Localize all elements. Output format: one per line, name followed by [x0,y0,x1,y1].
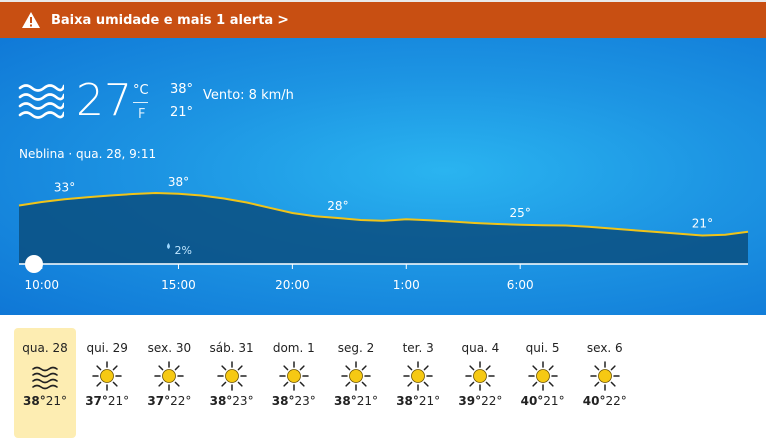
forecast-day[interactable]: sáb. 31 38°23° [201,328,263,438]
day-high: 37° [85,394,108,408]
current-temperature: 27 [76,75,132,126]
day-temps: 39°22° [449,394,511,408]
forecast-day[interactable]: seg. 2 38°21° [325,328,387,438]
sun-icon [341,361,371,391]
temperature-point-label: 21° [692,217,713,231]
temperature-point-label: 28° [327,199,348,213]
day-low: 23° [232,394,254,408]
time-tick-label: 20:00 [275,278,310,292]
forecast-day[interactable]: qua. 28 38°21° [14,328,76,438]
warning-icon [22,12,40,28]
day-name: sex. 30 [147,341,192,355]
fog-icon [18,84,64,119]
day-high: 38° [334,394,357,408]
day-name: qui. 5 [525,341,560,355]
unit-celsius-toggle[interactable]: °C [133,83,149,98]
sun-icon [590,361,620,391]
unit-fahrenheit-toggle[interactable]: F [138,107,146,122]
sun-icon [403,361,433,391]
current-conditions-panel: 27 °C F 38° 21° Vento: 8 km/h Neblina · … [0,38,766,315]
forecast-day[interactable]: qui. 5 40°21° [512,328,574,438]
forecast-day[interactable]: sex. 6 40°22° [574,328,636,438]
day-name: sex. 6 [586,341,623,355]
raindrop-icon [166,243,170,249]
day-name: sáb. 31 [209,341,254,355]
day-name: seg. 2 [337,341,375,355]
chevron-right-icon: > [277,12,289,28]
condition-and-time: Neblina · qua. 28, 9:11 [19,147,157,161]
forecast-day[interactable]: ter. 3 38°21° [387,328,449,438]
day-temps: 40°21° [512,394,574,408]
sun-icon [465,361,496,391]
alert-bar[interactable]: Baixa umidade e mais 1 alerta > [0,0,766,38]
time-tick-label: 15:00 [161,278,196,292]
day-name: qua. 28 [22,341,68,355]
day-low: 21° [45,394,67,408]
day-high: 39° [458,394,482,408]
day-low: 22° [605,394,627,408]
sun-icon [92,361,122,391]
sun-icon [279,361,309,391]
alert-text: Baixa umidade e mais 1 alerta [51,12,274,28]
day-temps: 37°21° [76,394,138,408]
day-high: 40° [520,394,544,408]
time-tick-label: 6:00 [507,278,534,292]
timeline-slider-handle[interactable] [25,255,43,273]
day-name: ter. 3 [402,341,434,355]
day-name: dom. 1 [272,341,315,355]
unit-divider [133,102,148,103]
precipitation-label: 2% [174,244,191,257]
day-temps: 38°23° [201,394,263,408]
day-high: 38° [209,394,233,408]
temperature-point-label: 38° [168,175,189,189]
day-high: 38° [271,394,295,408]
day-low: 21° [543,394,565,408]
forecast-day[interactable]: qua. 4 39°22° [449,328,511,438]
today-low: 21° [170,105,194,120]
sun-icon [154,361,185,391]
day-temps: 38°21° [14,394,76,408]
sun-icon [216,361,247,391]
day-low: 22° [170,394,192,408]
day-temps: 40°22° [574,394,636,408]
wind-speed: Vento: 8 km/h [203,88,294,103]
fog-icon [32,366,58,390]
forecast-day[interactable]: dom. 1 38°23° [263,328,325,438]
forecast-day[interactable]: qui. 29 37°21° [76,328,138,438]
day-low: 21° [356,394,378,408]
day-temps: 38°21° [325,394,387,408]
day-temps: 37°22° [138,394,200,408]
day-high: 40° [582,394,606,408]
forecast-day[interactable]: sex. 30 37°22° [138,328,200,438]
temperature-point-label: 25° [510,206,531,220]
hourly-temperature-chart[interactable]: 33° 38° 28° 25° 21° 10:00 15:00 20:00 1:00 6:00 2% [0,163,766,315]
temperature-line [18,191,749,237]
daily-forecast: qua. 28 38°21° qui. 29 37°21° sex. 30 37°22° s… [0,315,766,439]
time-tick-label: 1:00 [393,278,420,292]
day-high: 38° [23,394,46,408]
sun-icon [527,361,558,391]
day-low: 21° [418,394,441,408]
day-low: 23° [294,394,316,408]
today-high: 38° [170,82,194,97]
day-temps: 38°23° [263,394,325,408]
temperature-point-label: 33° [54,180,75,194]
temperature-area [19,193,748,264]
day-name: qui. 29 [86,341,128,355]
day-low: 22° [481,394,503,408]
day-temps: 38°21° [387,394,449,408]
day-low: 21° [107,394,130,408]
day-name: qua. 4 [461,341,500,355]
day-high: 38° [396,394,419,408]
day-high: 37° [147,394,171,408]
time-tick-label: 10:00 [24,278,59,292]
